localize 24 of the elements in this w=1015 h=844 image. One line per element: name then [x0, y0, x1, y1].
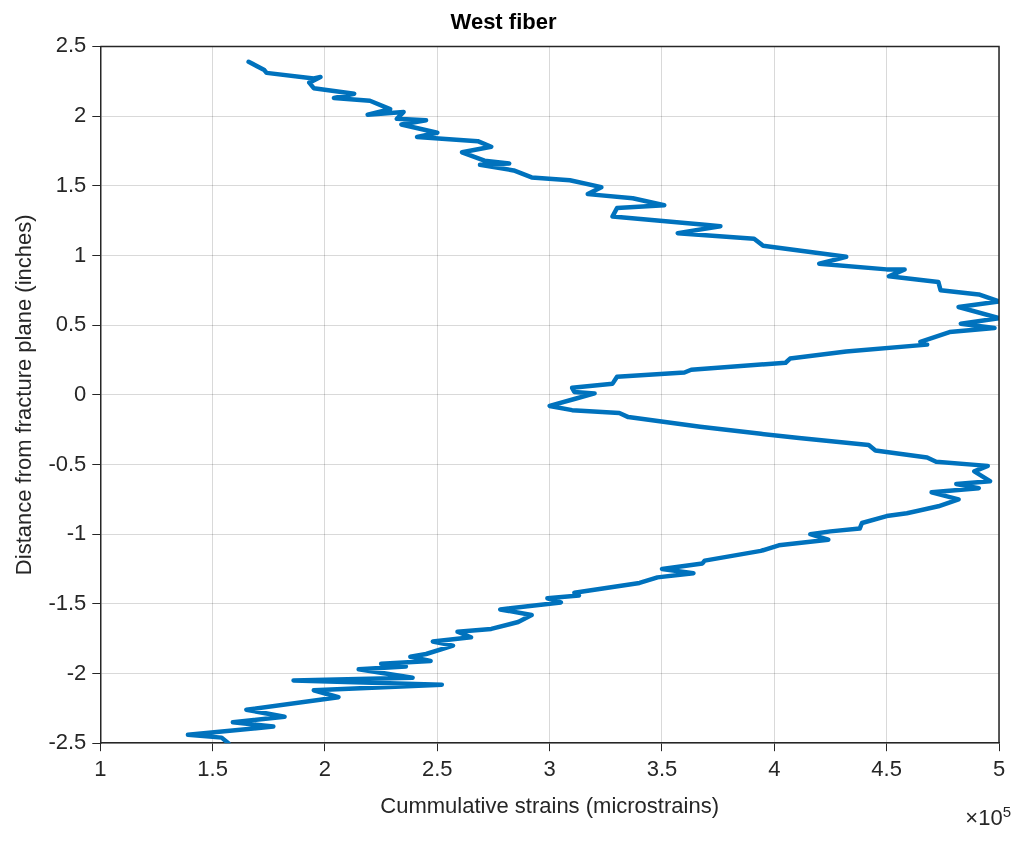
y-tick-label: 1 — [74, 241, 87, 267]
x-tick-label: 1 — [94, 756, 107, 782]
y-tick-label: -2 — [66, 659, 87, 685]
y-tick-label: -1 — [66, 520, 87, 546]
y-tick-label: -0.5 — [48, 450, 87, 476]
y-tick-label: 0 — [74, 380, 87, 406]
chart-title: West fiber — [450, 9, 557, 35]
x-tick-label: 3.5 — [646, 756, 678, 782]
x-tick-label: 2.5 — [422, 756, 453, 782]
y-tick-label: -1.5 — [48, 589, 87, 615]
x-tick-label: 3 — [543, 756, 556, 782]
y-tick-label: 2.5 — [55, 32, 87, 58]
x-tick-label: 5 — [992, 756, 1006, 782]
y-tick-label: 0.5 — [55, 311, 87, 337]
x-tick-label: 4.5 — [871, 756, 902, 782]
y-tick-label: 1.5 — [55, 171, 87, 197]
y-axis-title: Distance from fracture plane (inches) — [11, 214, 37, 576]
text: ×10$^{5}$ — [965, 803, 1011, 832]
x-axis-title: Cummulative strains (microstrains) — [380, 792, 719, 818]
x-tick-label: 1.5 — [197, 756, 228, 782]
y-tick-label: -2.5 — [48, 729, 87, 755]
x-tick-label: 4 — [768, 756, 781, 782]
y-tick-label: 2 — [74, 102, 87, 128]
x-tick-label: 2 — [318, 756, 332, 782]
